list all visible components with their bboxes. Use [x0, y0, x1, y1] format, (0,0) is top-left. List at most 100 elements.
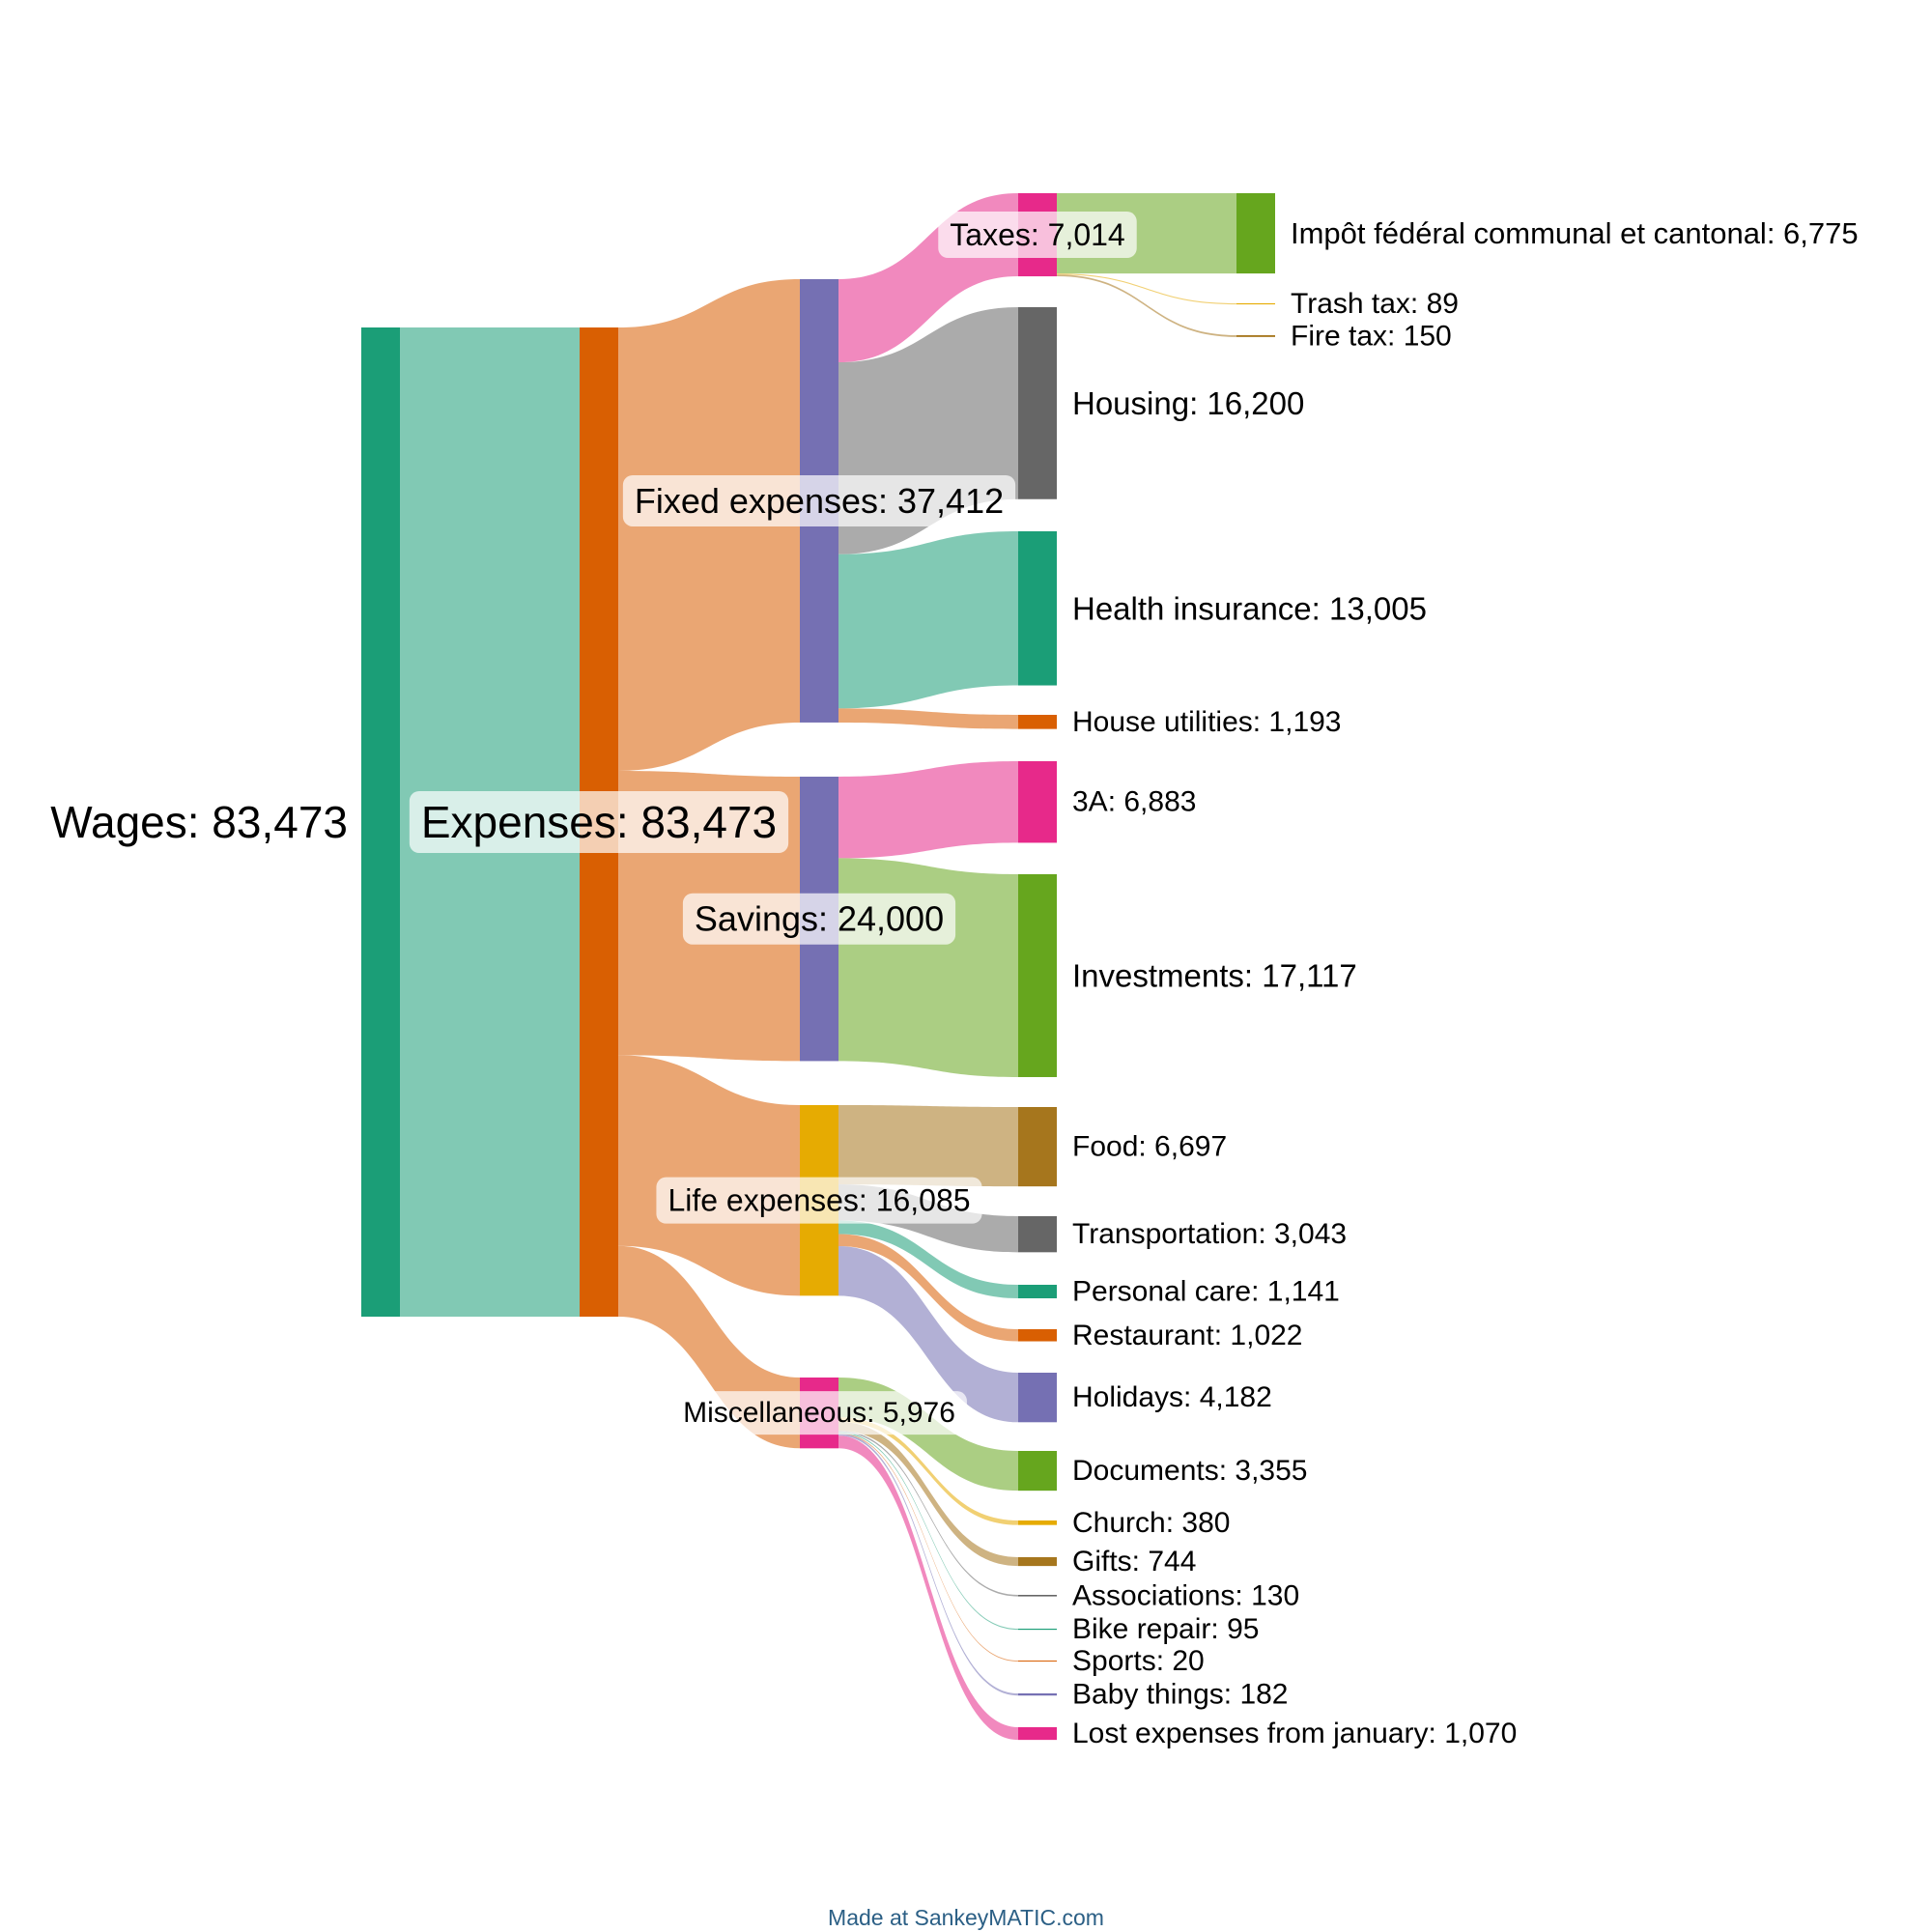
label-box-taxes — [938, 212, 1137, 259]
node-gifts[interactable] — [1018, 1557, 1057, 1567]
label-text-life: Life expenses: 16,085 — [668, 1183, 970, 1218]
link-misc-to-sports[interactable] — [838, 1433, 1018, 1662]
node-holidays[interactable] — [1018, 1373, 1057, 1423]
link-life-to-restaurant[interactable] — [838, 1234, 1018, 1342]
label-text-investments: Investments: 17,117 — [1072, 957, 1357, 993]
node-utilities[interactable] — [1018, 715, 1057, 729]
node-baby[interactable] — [1018, 1693, 1057, 1696]
link-fixed-to-utilities[interactable] — [838, 708, 1018, 729]
label-trash: Trash tax: 89 — [1291, 288, 1459, 320]
label-restaurant: Restaurant: 1,022 — [1072, 1320, 1303, 1351]
label-text-holidays: Holidays: 4,182 — [1072, 1381, 1272, 1413]
node-3a[interactable] — [1018, 761, 1057, 843]
label-taxes: Taxes: 7,014 — [938, 212, 1137, 259]
label-impot: Impôt fédéral communal et cantonal: 6,77… — [1291, 216, 1859, 250]
label-text-misc: Miscellaneous: 5,976 — [683, 1397, 955, 1429]
label-savings: Savings: 24,000 — [682, 893, 956, 945]
label-baby: Baby things: 182 — [1072, 1679, 1289, 1711]
label-misc: Miscellaneous: 5,976 — [671, 1391, 967, 1435]
link-life-to-holidays[interactable] — [838, 1246, 1018, 1423]
label-text-savings: Savings: 24,000 — [695, 899, 944, 939]
link-misc-to-associations[interactable] — [838, 1430, 1018, 1597]
label-text-health: Health insurance: 13,005 — [1072, 590, 1427, 626]
label-text-bike: Bike repair: 95 — [1072, 1613, 1259, 1645]
node-food[interactable] — [1018, 1107, 1057, 1187]
link-savings-to-3a[interactable] — [838, 761, 1018, 859]
node-investments[interactable] — [1018, 874, 1057, 1077]
label-documents: Documents: 3,355 — [1072, 1455, 1307, 1487]
label-box-fixed — [622, 474, 1016, 526]
label-personal: Personal care: 1,141 — [1072, 1275, 1340, 1307]
node-transport[interactable] — [1018, 1216, 1057, 1253]
node-housing[interactable] — [1018, 307, 1057, 499]
node-fire[interactable] — [1236, 335, 1275, 337]
node-church[interactable] — [1018, 1520, 1057, 1525]
label-text-expenses: Expenses: 83,473 — [421, 797, 777, 847]
label-text-utilities: House utilities: 1,193 — [1072, 706, 1342, 738]
label-text-housing: Housing: 16,200 — [1072, 385, 1304, 421]
credit-link[interactable]: Made at SankeyMATIC.com — [828, 1905, 1104, 1930]
label-health: Health insurance: 13,005 — [1072, 590, 1427, 626]
label-holidays: Holidays: 4,182 — [1072, 1381, 1272, 1413]
link-taxes-to-fire[interactable] — [1057, 274, 1236, 337]
label-fixed: Fixed expenses: 37,412 — [622, 474, 1016, 526]
label-bike: Bike repair: 95 — [1072, 1613, 1259, 1645]
label-utilities: House utilities: 1,193 — [1072, 706, 1342, 738]
node-documents[interactable] — [1018, 1451, 1057, 1492]
label-3a: 3A: 6,883 — [1072, 786, 1196, 818]
node-bike[interactable] — [1018, 1629, 1057, 1631]
label-text-fixed: Fixed expenses: 37,412 — [635, 481, 1004, 521]
label-life: Life expenses: 16,085 — [656, 1177, 982, 1224]
label-investments: Investments: 17,117 — [1072, 957, 1357, 993]
label-food: Food: 6,697 — [1072, 1131, 1227, 1163]
label-housing: Housing: 16,200 — [1072, 385, 1304, 421]
label-text-lost: Lost expenses from january: 1,070 — [1072, 1718, 1517, 1749]
link-misc-to-gifts[interactable] — [838, 1421, 1018, 1567]
label-sports: Sports: 20 — [1072, 1645, 1205, 1677]
node-restaurant[interactable] — [1018, 1329, 1057, 1342]
labels-layer: Wages: 83,473 Expenses: 83,473 Fixed expen… — [50, 212, 1859, 1749]
label-text-3a: 3A: 6,883 — [1072, 786, 1196, 818]
label-fire: Fire tax: 150 — [1291, 320, 1452, 352]
node-wages[interactable] — [361, 327, 400, 1317]
link-life-to-personal[interactable] — [838, 1220, 1018, 1298]
link-misc-to-baby[interactable] — [838, 1433, 1018, 1696]
label-text-transport: Transportation: 3,043 — [1072, 1218, 1347, 1250]
link-expenses-to-life[interactable] — [618, 1055, 800, 1296]
label-text-church: Church: 380 — [1072, 1507, 1230, 1539]
link-misc-to-lost[interactable] — [838, 1435, 1018, 1741]
label-text-wages: Wages: 83,473 — [50, 797, 348, 847]
label-text-fire: Fire tax: 150 — [1291, 320, 1452, 352]
label-associations: Associations: 130 — [1072, 1579, 1299, 1611]
link-misc-to-bike[interactable] — [838, 1432, 1018, 1631]
label-text-taxes: Taxes: 7,014 — [950, 217, 1124, 252]
node-health[interactable] — [1018, 531, 1057, 686]
label-expenses: Expenses: 83,473 — [409, 791, 789, 853]
label-gifts: Gifts: 744 — [1072, 1546, 1196, 1577]
label-church: Church: 380 — [1072, 1507, 1230, 1539]
label-text-personal: Personal care: 1,141 — [1072, 1275, 1340, 1307]
link-fixed-to-health[interactable] — [838, 531, 1018, 709]
node-personal[interactable] — [1018, 1285, 1057, 1298]
node-associations[interactable] — [1018, 1595, 1057, 1597]
node-trash[interactable] — [1236, 303, 1275, 305]
node-impot[interactable] — [1236, 193, 1275, 274]
link-misc-to-church[interactable] — [838, 1417, 1018, 1525]
label-box-life — [656, 1177, 982, 1224]
label-lost: Lost expenses from january: 1,070 — [1072, 1718, 1517, 1749]
link-savings-to-investments[interactable] — [838, 858, 1018, 1077]
label-box-savings — [682, 893, 956, 945]
label-text-gifts: Gifts: 744 — [1072, 1546, 1196, 1577]
label-text-impot: Impôt fédéral communal et cantonal: 6,77… — [1291, 216, 1859, 250]
label-transport: Transportation: 3,043 — [1072, 1218, 1347, 1250]
label-box-expenses — [409, 791, 789, 853]
label-text-baby: Baby things: 182 — [1072, 1679, 1289, 1711]
link-life-to-food[interactable] — [838, 1105, 1018, 1187]
node-lost[interactable] — [1018, 1727, 1057, 1741]
link-taxes-to-trash[interactable] — [1057, 273, 1236, 305]
label-text-sports: Sports: 20 — [1072, 1645, 1205, 1677]
label-box-misc — [671, 1391, 967, 1435]
label-text-restaurant: Restaurant: 1,022 — [1072, 1320, 1303, 1351]
node-sports[interactable] — [1018, 1661, 1057, 1662]
